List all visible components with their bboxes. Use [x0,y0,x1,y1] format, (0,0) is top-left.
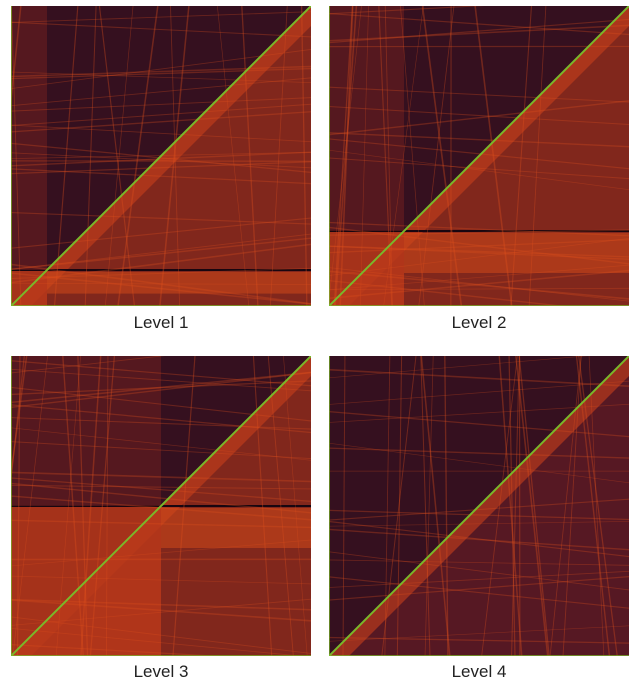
panel-label: Level 3 [11,662,311,682]
heatmap-panel [11,6,311,306]
panel-label: Level 1 [11,313,311,333]
heatmap-panel [329,6,629,306]
panel-label: Level 4 [329,662,629,682]
heatmap-panel [329,356,629,656]
page: {"panels": [{"label": "Level 1"}, {"labe… [0,0,630,686]
heatmap-panel [11,356,311,656]
panel-label: Level 2 [329,313,629,333]
